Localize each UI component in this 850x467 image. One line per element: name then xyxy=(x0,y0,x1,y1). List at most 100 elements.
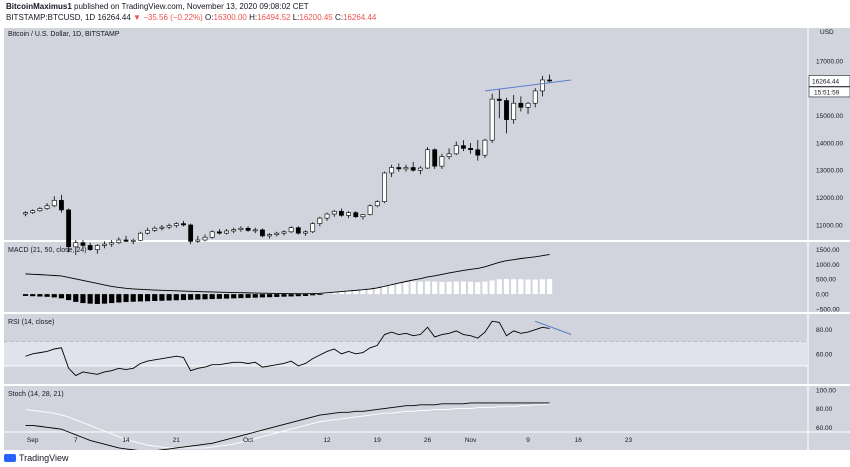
candle-body xyxy=(547,79,552,82)
time-tick-label: Nov xyxy=(465,437,477,444)
publish-line: BitcoinMaximus1 published on TradingView… xyxy=(6,2,309,11)
macd-tick-label: 1500.00 xyxy=(816,247,840,254)
candle xyxy=(504,97,509,134)
candle xyxy=(547,74,552,83)
candle-body xyxy=(188,224,194,242)
candle-body xyxy=(281,231,287,234)
candle-body xyxy=(109,242,115,245)
price-chart[interactable]: 11000.00 12000.00 13000.00 14000.00 15000.00… xyxy=(0,28,850,450)
macd-histogram-bar xyxy=(44,294,50,297)
macd-histogram-bar xyxy=(137,294,143,302)
candle-body xyxy=(482,139,488,156)
candle xyxy=(353,211,359,219)
candle-body xyxy=(152,227,158,231)
candle xyxy=(461,140,466,152)
main-pane-bg xyxy=(4,28,808,240)
high-label: H: xyxy=(249,13,258,22)
macd-histogram-bar xyxy=(245,294,251,298)
rsi-tick-label: 60.00 xyxy=(816,351,833,358)
macd-histogram-bar xyxy=(30,294,36,297)
candle-body xyxy=(37,208,43,212)
time-tick-label: Oct xyxy=(243,437,253,444)
candle-body xyxy=(324,213,330,219)
time-tick-label: 21 xyxy=(173,437,181,444)
candle xyxy=(439,153,445,169)
countdown-label: 15:51:59 xyxy=(814,89,840,96)
candle xyxy=(130,238,136,245)
candle-body xyxy=(80,242,86,246)
candle xyxy=(209,230,215,239)
macd-histogram-bar xyxy=(80,294,86,304)
candle xyxy=(374,200,380,208)
candle-body xyxy=(360,214,366,218)
macd-histogram-bar xyxy=(123,294,129,303)
candle-body xyxy=(224,230,229,234)
macd-histogram-bar xyxy=(37,294,43,297)
published-text: published on TradingView.com, November 1… xyxy=(74,2,309,11)
macd-histogram-bar xyxy=(482,281,488,295)
candle xyxy=(51,196,57,208)
candle-body xyxy=(382,172,387,203)
candle-body xyxy=(231,229,237,232)
candle-body xyxy=(317,217,323,224)
macd-histogram-bar xyxy=(331,292,337,295)
author-name[interactable]: BitcoinMaximus1 xyxy=(6,2,72,11)
tradingview-logo[interactable]: TradingView xyxy=(4,453,69,463)
macd-histogram-bar xyxy=(460,281,467,295)
price-tick-label: 14000.00 xyxy=(816,140,843,147)
macd-histogram-bar xyxy=(216,294,222,299)
time-tick-label: Sep xyxy=(27,437,39,444)
candle-body xyxy=(504,100,509,120)
high-value: 16494.52 xyxy=(257,13,291,22)
candle xyxy=(30,209,36,215)
candle xyxy=(267,233,273,239)
candle xyxy=(403,164,409,172)
low-label: L: xyxy=(292,13,300,22)
candle xyxy=(87,242,93,251)
macd-title: MACD (21, 50, close, 24) xyxy=(8,247,87,254)
candle-body xyxy=(145,230,150,234)
stoch-tick-label: 80.00 xyxy=(816,406,833,413)
candle xyxy=(310,222,316,234)
macd-histogram-bar xyxy=(532,279,538,295)
candle-body xyxy=(338,210,344,216)
candle-body xyxy=(518,102,524,108)
candle-body xyxy=(245,227,251,231)
close-value: 16264.44 xyxy=(343,13,377,22)
time-tick-label: 16 xyxy=(575,437,583,444)
candle-body xyxy=(439,156,445,167)
candle-body xyxy=(396,167,402,170)
macd-histogram-bar xyxy=(130,294,136,302)
candle xyxy=(252,227,258,234)
candle-body xyxy=(102,243,107,246)
candle xyxy=(410,162,416,172)
macd-histogram-bar xyxy=(109,294,115,304)
candle-body xyxy=(468,148,474,151)
candle-body xyxy=(353,212,359,218)
macd-histogram-bar xyxy=(468,281,474,295)
candle xyxy=(453,141,459,156)
macd-histogram-bar xyxy=(295,294,301,297)
publish-header: BitcoinMaximus1 published on TradingView… xyxy=(0,0,850,28)
candle xyxy=(475,140,481,161)
candle xyxy=(281,230,287,236)
candle xyxy=(382,171,387,204)
candle-body xyxy=(446,153,452,157)
candle xyxy=(195,235,201,243)
last-price: 16264.44 xyxy=(97,13,131,22)
change-arrow-icon: ▼ xyxy=(133,13,141,22)
tradingview-logo-icon xyxy=(4,454,16,462)
candle-body xyxy=(511,102,517,120)
stoch-tick-label: 100.00 xyxy=(816,387,836,394)
macd-histogram-bar xyxy=(209,294,215,300)
open-label: O: xyxy=(205,13,214,22)
macd-histogram-bar xyxy=(267,294,273,298)
stoch-tick-label: 60.00 xyxy=(816,425,833,432)
candle-body xyxy=(410,167,416,171)
macd-histogram-bar xyxy=(58,294,65,299)
stoch-title: Stoch (14, 28, 21) xyxy=(8,391,64,398)
candle xyxy=(496,89,502,119)
price-tick-label: 15000.00 xyxy=(816,113,843,120)
time-axis-bg xyxy=(4,432,808,450)
candle-body xyxy=(374,201,380,207)
